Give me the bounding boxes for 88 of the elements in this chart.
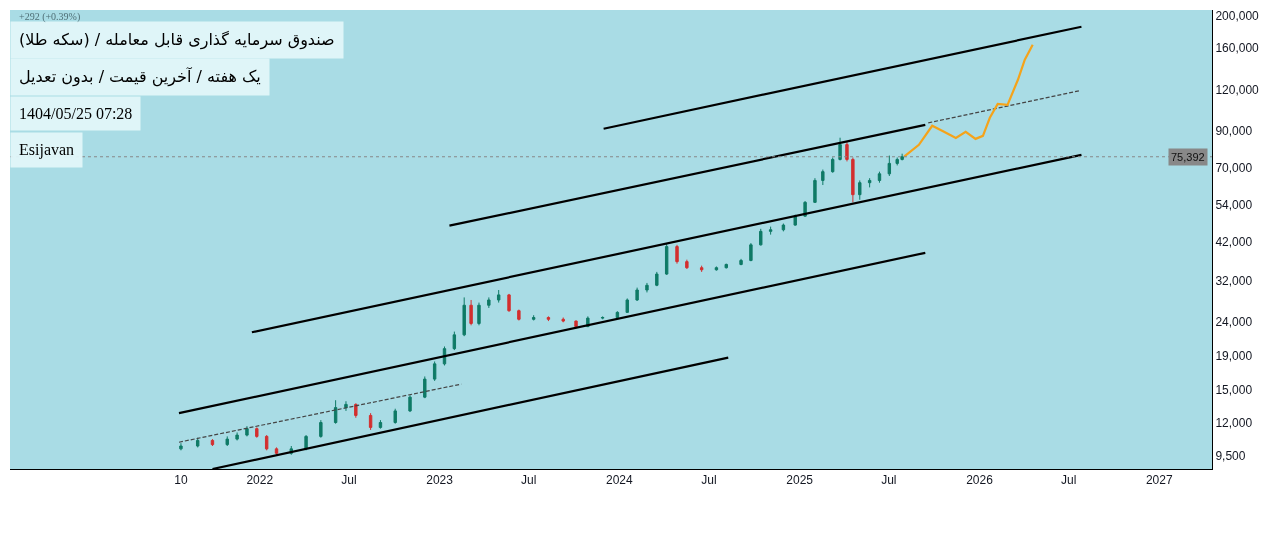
x-tick-label: 10 xyxy=(174,473,188,488)
y-tick-label: 42,000 xyxy=(1215,234,1253,249)
annotation: 1404/05/25 07:28 xyxy=(19,105,133,122)
candlestick xyxy=(685,259,689,270)
candlestick xyxy=(333,399,338,425)
candlestick xyxy=(393,408,397,425)
y-tick-label: 15,000 xyxy=(1215,383,1253,398)
candlestick xyxy=(477,302,481,326)
candlestick xyxy=(858,179,862,201)
candlestick xyxy=(675,244,679,265)
candlestick xyxy=(304,434,308,451)
candlestick xyxy=(867,177,872,188)
candlestick xyxy=(546,315,551,322)
text: (سکه طلا) / صندوق سرمایه گذاری قابل معامله xyxy=(19,30,335,50)
line-series xyxy=(903,43,1034,158)
candlestick xyxy=(462,296,466,337)
candlestick xyxy=(378,419,383,430)
candlestick xyxy=(724,263,728,270)
y-tick-label: 160,000 xyxy=(1215,41,1260,56)
candlestick xyxy=(877,171,882,184)
candlestick xyxy=(408,394,412,413)
candlestick xyxy=(179,442,183,451)
candlestick xyxy=(531,314,536,321)
candlestick xyxy=(469,299,473,326)
x-tick-label: 2023 xyxy=(426,473,454,488)
y-tick-label: 90,000 xyxy=(1215,124,1253,139)
candlestick xyxy=(487,296,491,309)
y-tick-label: 54,000 xyxy=(1215,198,1253,213)
candlestick xyxy=(759,228,763,247)
candlestick xyxy=(838,137,842,161)
candlestick xyxy=(264,434,269,451)
x-tick-label: Jul xyxy=(701,473,717,488)
x-tick-label: 2025 xyxy=(786,473,814,488)
candlestick xyxy=(235,431,239,441)
y-tick-label: 9,500 xyxy=(1215,449,1246,464)
x-tick-label: Jul xyxy=(341,473,357,488)
candlestick xyxy=(225,435,229,447)
candlestick xyxy=(830,157,835,174)
candlestick xyxy=(368,412,373,431)
candlestick xyxy=(600,315,605,320)
annotation: +292 (+0.39%) xyxy=(19,11,81,23)
candlestick xyxy=(699,265,704,273)
candlestick xyxy=(255,426,259,439)
candlestick xyxy=(507,293,511,313)
y-tick-label: 200,000 xyxy=(1215,8,1260,23)
candlestick xyxy=(423,375,427,399)
ref-line-label: 75,392 xyxy=(1171,151,1205,163)
candlestick xyxy=(645,282,649,293)
candlestick xyxy=(851,157,855,203)
candlestick xyxy=(432,360,437,382)
candlestick xyxy=(319,419,323,439)
y-tick-label: 24,000 xyxy=(1215,315,1253,330)
candlestick xyxy=(496,289,501,304)
y-tick-label: 120,000 xyxy=(1215,82,1260,97)
x-tick-label: 2026 xyxy=(966,473,994,488)
candlestick xyxy=(813,177,817,204)
candlestick xyxy=(517,309,521,321)
candlestick xyxy=(749,242,753,262)
candlestick xyxy=(635,287,639,302)
annotation: Esijavan xyxy=(19,141,75,159)
y-tick-label: 70,000 xyxy=(1215,160,1253,175)
candlestick xyxy=(574,319,578,329)
candlestick xyxy=(655,271,659,287)
candlestick xyxy=(739,258,743,266)
candlestick xyxy=(793,214,797,227)
candlestick xyxy=(821,169,825,186)
candlestick xyxy=(561,317,565,323)
text: یک هفته / آخرین قیمت / بدون تعدیل xyxy=(19,67,261,87)
x-tick-label: Jul xyxy=(1060,473,1077,488)
candlestick xyxy=(625,297,629,314)
y-tick-label: 19,000 xyxy=(1215,349,1253,364)
x-tick-label: Jul xyxy=(521,473,537,488)
candlestick xyxy=(664,242,669,276)
x-tick-label: 2022 xyxy=(246,473,274,488)
candlestick xyxy=(452,331,457,351)
candlestick xyxy=(714,265,719,271)
y-tick-label: 12,000 xyxy=(1215,415,1253,430)
x-tick-label: Jul xyxy=(881,473,897,488)
x-tick-label: 2027 xyxy=(1145,473,1173,488)
candlestick xyxy=(768,226,773,236)
candlestick xyxy=(845,140,849,162)
x-tick-label: 2024 xyxy=(606,473,634,488)
candlestick xyxy=(195,437,200,448)
candlestick xyxy=(781,223,786,232)
candlestick xyxy=(274,446,279,456)
y-tick-label: 32,000 xyxy=(1215,273,1253,288)
candlestick xyxy=(245,425,249,437)
candlestick xyxy=(887,155,892,177)
